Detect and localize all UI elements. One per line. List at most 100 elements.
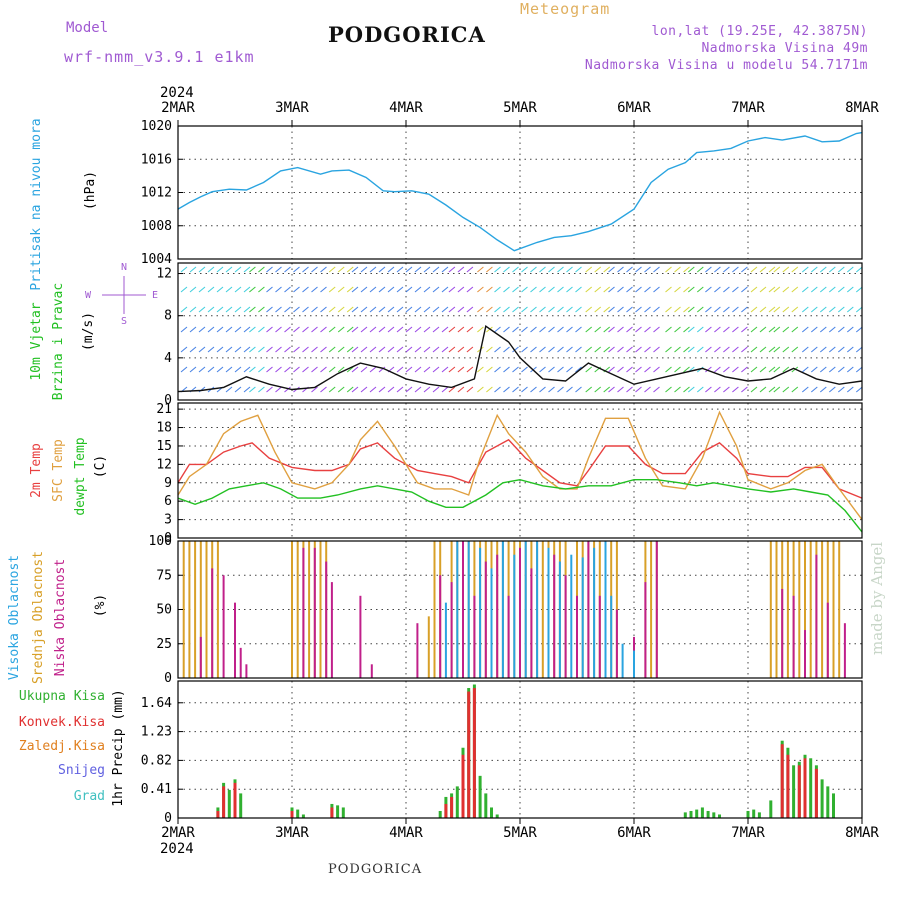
wind-arrow	[759, 266, 767, 273]
wind-arrow	[302, 346, 309, 353]
bar	[576, 595, 578, 678]
wind-arrow	[396, 266, 404, 273]
bar	[832, 541, 835, 678]
wind-arrow	[414, 386, 422, 393]
bar	[809, 541, 812, 678]
bar	[455, 786, 459, 818]
wind-arrow	[396, 286, 404, 293]
wind-arrow	[293, 306, 300, 313]
wind-arrow	[521, 266, 528, 273]
wind-arrow	[665, 366, 672, 373]
wind-arrow	[369, 266, 377, 273]
wind-arrow	[714, 306, 721, 313]
wind-arrow	[207, 366, 215, 373]
wind-arrow	[441, 286, 449, 293]
lonlat-label: lon,lat (19.25E, 42.3875N)	[651, 24, 868, 39]
wind-arrow	[494, 326, 501, 333]
wind-arrow	[189, 286, 197, 293]
wind-arrow	[665, 326, 672, 333]
wind-arrow	[548, 306, 555, 313]
wind-arrow	[448, 306, 456, 313]
wind-arrow	[284, 346, 291, 353]
wind-arrow	[494, 346, 501, 353]
y-tick-label: 12	[156, 267, 172, 282]
wind-arrow	[557, 366, 564, 373]
wind-arrow	[617, 386, 624, 393]
bar	[439, 575, 442, 678]
bar	[233, 782, 237, 818]
wind-arrow	[828, 286, 836, 293]
bar	[621, 643, 624, 678]
y-tick-label: 50	[156, 603, 172, 618]
wind-arrow	[837, 366, 845, 373]
wind-arrow	[457, 366, 465, 373]
wind-arrow	[405, 306, 413, 313]
wind-arrow	[585, 346, 593, 353]
bar	[444, 803, 448, 818]
wind-arrow	[759, 286, 767, 293]
series-line	[177, 410, 863, 521]
bar	[490, 807, 493, 818]
wind-arrow	[810, 286, 818, 293]
wind-arrow	[387, 346, 395, 353]
wind-arrow	[855, 366, 863, 373]
bar	[205, 541, 208, 678]
wind-arrow	[674, 366, 681, 373]
wind-arrow	[441, 266, 449, 273]
wind-arrow	[696, 306, 704, 313]
panel-frame	[177, 262, 863, 401]
wind-arrow	[837, 386, 845, 393]
wind-arrow	[234, 346, 242, 353]
wind-arrow	[378, 326, 386, 333]
wind-arrow	[258, 286, 265, 293]
bar	[330, 582, 333, 678]
wind-arrow	[608, 286, 615, 293]
wind-arrow	[346, 386, 354, 393]
wind-arrow	[828, 386, 836, 393]
precip-legend-3: Snijeg	[58, 763, 105, 778]
wind-arrow	[585, 366, 593, 373]
wind-arrow	[594, 346, 602, 353]
wind-arrow	[243, 366, 251, 373]
wind-arrow	[494, 366, 501, 373]
wind-arrow	[189, 346, 197, 353]
wind-arrow	[819, 346, 827, 353]
wind-arrow	[855, 286, 863, 293]
bar	[553, 554, 556, 678]
altitude-label: Nadmorska Visina 49m	[701, 41, 868, 56]
bar	[809, 758, 813, 818]
wind-arrow	[714, 326, 721, 333]
bar	[444, 602, 447, 678]
wind-arrow	[405, 366, 413, 373]
wind-arrow	[768, 366, 776, 373]
wind-arrow	[423, 326, 431, 333]
y-tick-label: 0.41	[141, 782, 172, 797]
wind-arrow	[566, 326, 573, 333]
wind-arrow	[828, 266, 836, 273]
y-tick-label: 1004	[141, 252, 172, 267]
y-tick-label: 1020	[141, 119, 172, 134]
bar	[501, 541, 504, 678]
wind-arrow	[320, 266, 327, 273]
wind-arrow	[846, 326, 854, 333]
temp-unit: (C)	[93, 455, 108, 478]
wind-arrow	[635, 266, 642, 273]
wind-arrow	[275, 366, 282, 373]
wind-arrow	[266, 266, 273, 273]
wind-arrow	[320, 386, 327, 393]
wind-arrow	[351, 306, 359, 313]
wind-arrow	[687, 266, 695, 273]
wind-arrow	[494, 266, 501, 273]
wind-arrow	[530, 326, 537, 333]
wind-arrow	[311, 266, 318, 273]
wind-arrow	[328, 386, 336, 393]
series-line	[177, 325, 863, 393]
y-tick-label: 18	[156, 421, 172, 436]
wind-arrow	[846, 306, 854, 313]
bar	[821, 541, 824, 678]
wind-arrow	[575, 326, 582, 333]
wind-arrow	[432, 306, 440, 313]
wind-arrow	[477, 366, 484, 373]
wind-arrow	[466, 326, 474, 333]
wind-arrow	[714, 266, 721, 273]
